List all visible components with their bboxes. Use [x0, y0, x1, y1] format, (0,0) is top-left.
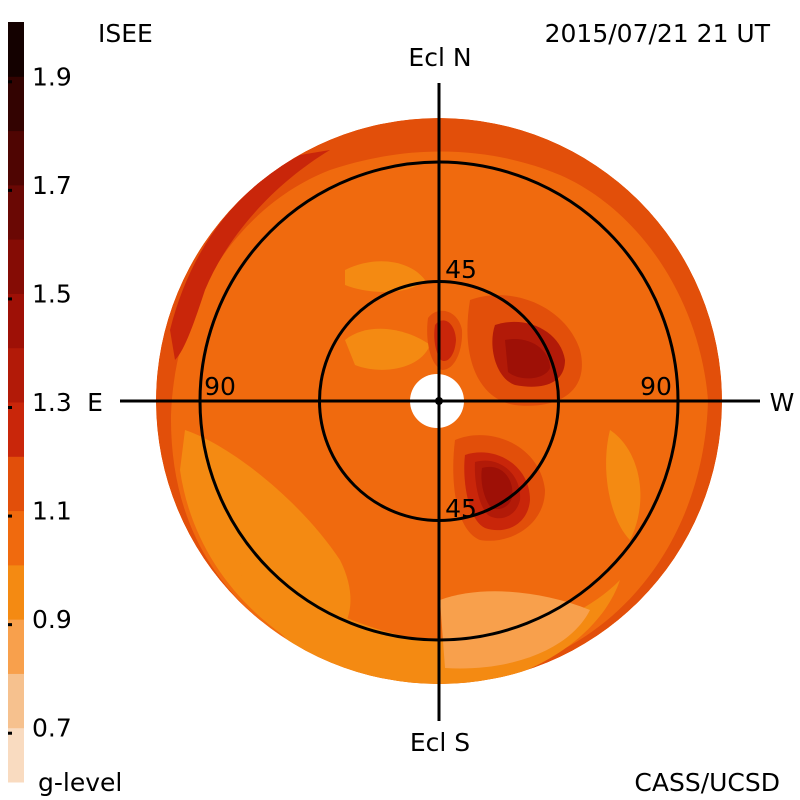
map-region-1 [170, 150, 330, 360]
colorbar-tick-label-2: 1.5 [32, 279, 72, 308]
credit-label: CASS/UCSD [634, 768, 780, 797]
ring-label-45-top: 45 [445, 255, 477, 284]
axis-label-west: W [770, 388, 795, 417]
colorbar-band-4 [8, 510, 24, 566]
ring-label-45-bottom: 45 [445, 494, 477, 523]
colorbar [8, 22, 24, 783]
colorbar-tick-label-0: 1.9 [32, 62, 72, 91]
colorbar-tick-4 [8, 514, 12, 518]
colorbar-tick-5 [8, 623, 12, 627]
colorbar-band-1 [8, 673, 24, 729]
colorbar-band-6 [8, 402, 24, 457]
colorbar-band-8 [8, 293, 24, 349]
map-region-10 [505, 339, 550, 379]
colorbar-tick-label-3: 1.3 [32, 388, 72, 417]
colorbar-tick-1 [8, 188, 12, 192]
colorbar-title: g-level [38, 768, 122, 797]
colorbar-band-12 [8, 76, 24, 132]
map-region-7 [345, 328, 430, 370]
colorbar-band-11 [8, 130, 24, 186]
colorbar-band-9 [8, 239, 24, 294]
axis-label-east: E [87, 388, 103, 417]
datetime-label: 2015/07/21 21 UT [545, 19, 771, 48]
colorbar-tick-6 [8, 731, 12, 735]
colorbar-tick-label-5: 0.9 [32, 605, 72, 634]
map-region-2 [180, 430, 351, 646]
source-label: ISEE [98, 19, 153, 48]
colorbar-tick-label-4: 1.1 [32, 497, 72, 526]
ring-label-90-left: 90 [204, 372, 236, 401]
map-region-6 [345, 261, 425, 292]
colorbar-band-2 [8, 619, 24, 674]
map-region-14 [481, 466, 513, 510]
colorbar-band-5 [8, 456, 24, 512]
colorbar-tick-2 [8, 297, 12, 301]
colorbar-band-0 [8, 727, 24, 783]
colorbar-band-3 [8, 564, 24, 620]
axis-label-north: Ecl N [408, 43, 471, 72]
map-region-5 [606, 430, 641, 540]
colorbar-band-7 [8, 347, 24, 403]
sun-center-marker [435, 397, 443, 405]
axis-label-south: Ecl S [410, 728, 470, 757]
ring-label-90-right: 90 [640, 372, 672, 401]
colorbar-band-10 [8, 184, 24, 240]
colorbar-tick-labels: 1.9 1.7 1.5 1.3 1.1 0.9 0.7 [8, 62, 72, 743]
colorbar-band-13 [8, 22, 24, 77]
colorbar-tick-3 [8, 406, 12, 409]
colorbar-tick-label-6: 0.7 [32, 714, 72, 743]
colorbar-tick-0 [8, 80, 12, 84]
colorbar-tick-label-1: 1.7 [32, 171, 72, 200]
elongation-grid [120, 83, 760, 721]
